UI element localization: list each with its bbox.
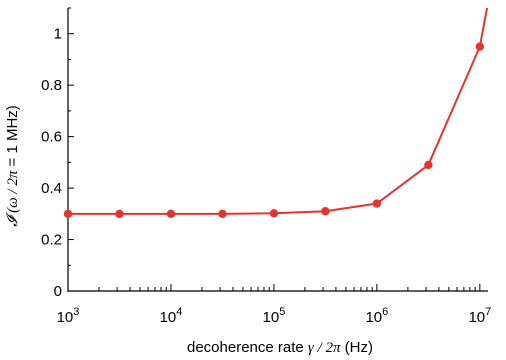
data-point [269, 209, 279, 218]
x-tick-label: 103 [57, 306, 80, 326]
series [63, 8, 488, 219]
data-point [321, 207, 330, 216]
data-point [218, 209, 227, 219]
data-point [166, 209, 176, 219]
series-line [68, 8, 488, 215]
x-tick-label: 107 [468, 306, 491, 326]
y-tick-label: 1 [54, 26, 62, 43]
x-tick-label: 105 [263, 306, 286, 326]
y-tick-label: 0 [54, 283, 62, 300]
y-ticks: 0 0.2 0.4 0.6 0.8 1 [41, 7, 74, 300]
data-point [372, 199, 382, 208]
data-point [475, 42, 485, 51]
data-point [115, 209, 124, 219]
x-tick-label: 104 [160, 306, 183, 326]
axes [67, 8, 488, 292]
y-tick-label: 0.4 [41, 180, 62, 197]
y-tick-label: 0.8 [41, 77, 62, 94]
y-tick-label: 0.6 [41, 129, 62, 146]
x-axis-label: decoherence rate γ / 2π (Hz) [187, 339, 373, 356]
data-point [424, 160, 433, 170]
y-tick-label: 0.2 [41, 232, 62, 249]
x-ticks: 103 104 105 106 107 [57, 284, 491, 326]
y-axis-label: 𝓘 (ω / 2π = 1 MHz) [4, 105, 21, 227]
data-point [63, 209, 73, 219]
x-tick-label: 106 [365, 306, 388, 326]
